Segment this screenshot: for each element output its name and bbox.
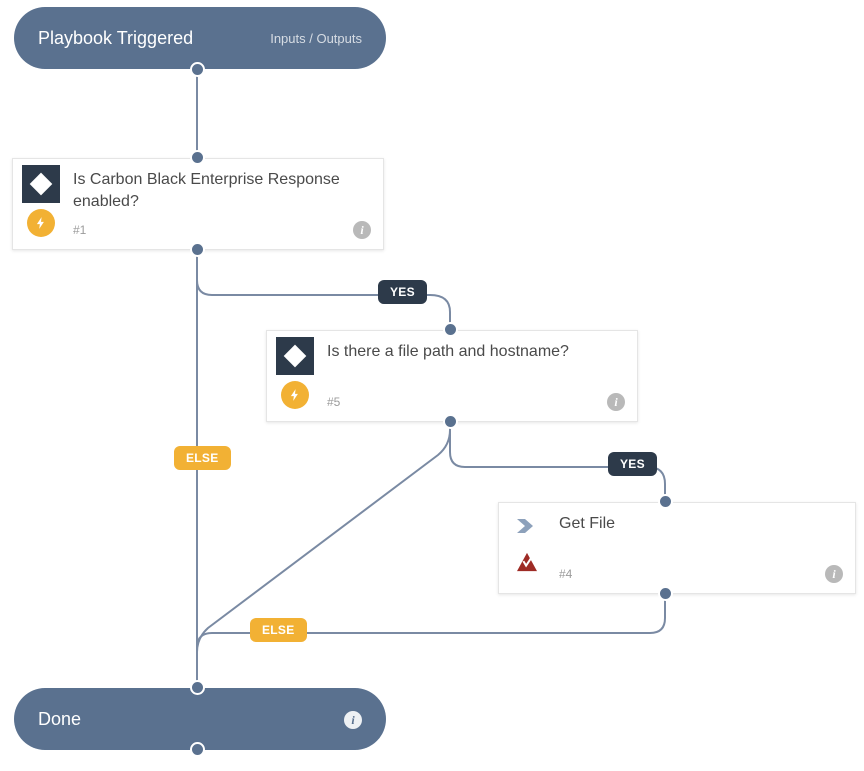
alert-icon bbox=[510, 549, 544, 575]
inputs-outputs-link[interactable]: Inputs / Outputs bbox=[270, 31, 362, 46]
edge bbox=[197, 422, 450, 682]
connector-dot[interactable] bbox=[190, 742, 205, 757]
connector-dot[interactable] bbox=[190, 150, 205, 165]
bolt-icon bbox=[27, 209, 55, 237]
node-title: Is Carbon Black Enterprise Response enab… bbox=[73, 169, 371, 212]
connector-dot[interactable] bbox=[658, 494, 673, 509]
action-node-4[interactable]: Get File #4 i bbox=[498, 502, 856, 594]
info-icon[interactable]: i bbox=[607, 393, 625, 412]
diamond-icon bbox=[22, 165, 60, 203]
condition-node-1[interactable]: Is Carbon Black Enterprise Response enab… bbox=[12, 158, 384, 250]
node-title: Is there a file path and hostname? bbox=[327, 341, 625, 363]
connector-dot[interactable] bbox=[443, 414, 458, 429]
yes-label: YES bbox=[378, 280, 427, 304]
bolt-icon bbox=[281, 381, 309, 409]
connector-dot[interactable] bbox=[190, 242, 205, 257]
info-icon[interactable]: i bbox=[825, 565, 843, 584]
end-info-icon[interactable]: i bbox=[344, 709, 362, 730]
node-title: Get File bbox=[559, 513, 843, 535]
connector-dot[interactable] bbox=[658, 586, 673, 601]
node-id: #1 bbox=[73, 223, 86, 237]
connector-dot[interactable] bbox=[190, 62, 205, 77]
start-label: Playbook Triggered bbox=[38, 28, 193, 49]
node-id: #4 bbox=[559, 567, 572, 581]
end-node[interactable]: Done i bbox=[14, 688, 386, 750]
info-icon[interactable]: i bbox=[353, 221, 371, 240]
end-label: Done bbox=[38, 709, 81, 730]
condition-node-5[interactable]: Is there a file path and hostname? #5 i bbox=[266, 330, 638, 422]
else-label: ELSE bbox=[250, 618, 307, 642]
diamond-icon bbox=[276, 337, 314, 375]
connector-dot[interactable] bbox=[190, 680, 205, 695]
yes-label: YES bbox=[608, 452, 657, 476]
start-node[interactable]: Playbook Triggered Inputs / Outputs bbox=[14, 7, 386, 69]
else-label: ELSE bbox=[174, 446, 231, 470]
node-id: #5 bbox=[327, 395, 340, 409]
chevron-icon bbox=[510, 515, 544, 537]
connector-dot[interactable] bbox=[443, 322, 458, 337]
